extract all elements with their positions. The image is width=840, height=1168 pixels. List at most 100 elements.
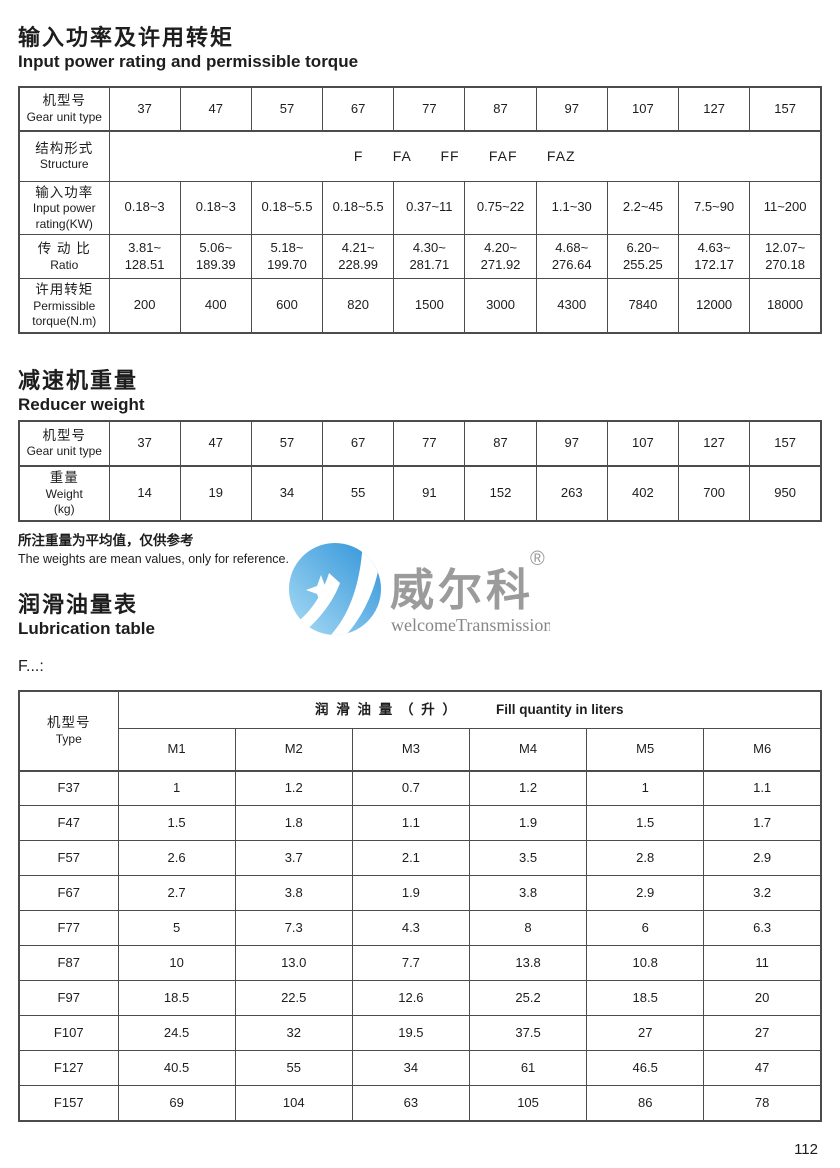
row-label-en: Input power rating(KW) <box>32 201 96 231</box>
lube-type-cell: F57 <box>18 840 119 877</box>
weight-cell: 402 <box>606 465 680 522</box>
weight-cell: 55 <box>322 465 395 522</box>
lube-cell: 7.3 <box>234 910 353 947</box>
company-logo: 威尔科 ® welcomeTransmission <box>288 539 552 641</box>
lube-cell: 25.2 <box>468 980 588 1017</box>
reducer-weight-table: 机型号 Gear unit type 37 47 57 67 77 87 97 … <box>18 419 822 522</box>
table-row: F107 24.5 32 19.5 37.5 27 27 <box>18 1015 822 1052</box>
lube-cell: 7.7 <box>351 945 470 982</box>
lube-cell: 1.9 <box>351 875 470 912</box>
table-row: 结构形式 Structure F FA FF FAF FAZ <box>18 130 822 182</box>
lube-cell: 37.5 <box>468 1015 588 1052</box>
logo-star-icon <box>306 575 336 605</box>
ratio-cell: 4.68~ 276.64 <box>535 234 608 280</box>
lube-cell: 3.5 <box>468 840 588 877</box>
lube-cell: 10.8 <box>586 945 705 982</box>
lube-cell: 34 <box>351 1050 470 1087</box>
torque-cell: 200 <box>108 278 181 334</box>
power-cell: 11~200 <box>749 180 822 236</box>
table-row: 机型号 Gear unit type 37 47 57 67 77 87 97 … <box>18 420 822 467</box>
row-label: 传 动 比 Ratio <box>18 234 110 280</box>
lube-cell: 1.1 <box>703 770 822 807</box>
fill-quantity-header: 润 滑 油 量 （ 升 ） Fill quantity in liters <box>117 690 822 730</box>
weight-cell: 19 <box>179 465 252 522</box>
lube-type-cell: F67 <box>18 875 119 912</box>
lube-cell: 86 <box>586 1085 705 1122</box>
type-cell: 47 <box>179 86 252 132</box>
weight-cell: 34 <box>250 465 324 522</box>
lube-cell: 2.1 <box>351 840 470 877</box>
power-cell: 1.1~30 <box>535 180 608 236</box>
type-cell: 127 <box>677 86 751 132</box>
torque-cell: 3000 <box>464 278 537 334</box>
power-cell: 0.18~5.5 <box>322 180 395 236</box>
type-cell: 87 <box>464 86 537 132</box>
lube-cell: 6.3 <box>703 910 822 947</box>
structure-cell: F FA FF FAF FAZ <box>108 130 822 182</box>
type-cell: 127 <box>677 420 751 467</box>
table-row: F157 69 104 63 105 86 78 <box>18 1085 822 1122</box>
lube-cell: 61 <box>468 1050 588 1087</box>
col-header: M6 <box>703 728 822 772</box>
lube-type-cell: F87 <box>18 945 119 982</box>
lube-cell: 104 <box>234 1085 353 1122</box>
type-cell: 157 <box>749 86 822 132</box>
power-cell: 2.2~45 <box>606 180 680 236</box>
row-label: 输入功率 Input power rating(KW) <box>18 180 110 236</box>
table-row: F37 1 1.2 0.7 1.2 1 1.1 <box>18 770 822 807</box>
lube-type-cell: F47 <box>18 805 119 842</box>
power-cell: 7.5~90 <box>677 180 751 236</box>
col-header: M4 <box>468 728 588 772</box>
lube-cell: 2.9 <box>586 875 705 912</box>
power-cell: 0.75~22 <box>464 180 537 236</box>
torque-cell: 7840 <box>606 278 680 334</box>
lube-cell: 20 <box>703 980 822 1017</box>
section1-title-en: Input power rating and permissible torqu… <box>18 52 359 71</box>
table-row: F127 40.5 55 34 61 46.5 47 <box>18 1050 822 1087</box>
lube-cell: 105 <box>468 1085 588 1122</box>
lube-cell: 4.3 <box>351 910 470 947</box>
page-number: 112 <box>794 1141 818 1158</box>
table-row: F67 2.7 3.8 1.9 3.8 2.9 3.2 <box>18 875 822 912</box>
table-row: F87 10 13.0 7.7 13.8 10.8 11 <box>18 945 822 982</box>
lube-type-cell: F157 <box>18 1085 119 1122</box>
lube-cell: 1.5 <box>586 805 705 842</box>
lube-cell: 12.6 <box>351 980 470 1017</box>
section3-title-en: Lubrication table <box>18 618 155 638</box>
lube-cell: 3.8 <box>468 875 588 912</box>
table-row: F57 2.6 3.7 2.1 3.5 2.8 2.9 <box>18 840 822 877</box>
lube-cell: 69 <box>117 1085 236 1122</box>
ratio-cell: 4.21~ 228.99 <box>322 234 395 280</box>
lube-cell: 13.0 <box>234 945 353 982</box>
lube-type-cell: F37 <box>18 770 119 807</box>
type-cell: 37 <box>108 86 181 132</box>
lube-cell: 10 <box>117 945 236 982</box>
type-cell: 57 <box>250 420 324 467</box>
torque-cell: 4300 <box>535 278 608 334</box>
lube-cell: 1.2 <box>468 770 588 807</box>
logo-name-zh: 威尔科 <box>390 566 534 615</box>
row-label: 结构形式 Structure <box>18 130 110 182</box>
row-label: 重量 Weight (kg) <box>18 465 110 522</box>
row-label-zh: 许用转矩 <box>35 282 94 298</box>
lube-cell: 1.2 <box>234 770 353 807</box>
weight-cell: 263 <box>535 465 608 522</box>
row-label-en: Ratio <box>50 257 79 272</box>
lube-cell: 3.2 <box>703 875 822 912</box>
lube-cell: 78 <box>703 1085 822 1122</box>
lube-cell: 55 <box>234 1050 353 1087</box>
lube-type-cell: F77 <box>18 910 119 947</box>
lube-cell: 27 <box>703 1015 822 1052</box>
table-row: 机型号 Gear unit type 37 47 57 67 77 87 97 … <box>18 86 822 132</box>
lube-cell: 2.6 <box>117 840 236 877</box>
lube-cell: 1.7 <box>703 805 822 842</box>
type-cell: 37 <box>108 420 181 467</box>
logo-name-en: welcomeTransmission <box>391 615 550 635</box>
table-row: 输入功率 Input power rating(KW) 0.18~3 0.18~… <box>18 180 822 236</box>
series-label: F...: <box>18 657 44 675</box>
type-cell: 107 <box>606 86 680 132</box>
ratio-cell: 5.18~ 199.70 <box>250 234 324 280</box>
table-row: F97 18.5 22.5 12.6 25.2 18.5 20 <box>18 980 822 1017</box>
type-cell: 157 <box>749 420 822 467</box>
weight-note-en: The weights are mean values, only for re… <box>18 551 289 566</box>
